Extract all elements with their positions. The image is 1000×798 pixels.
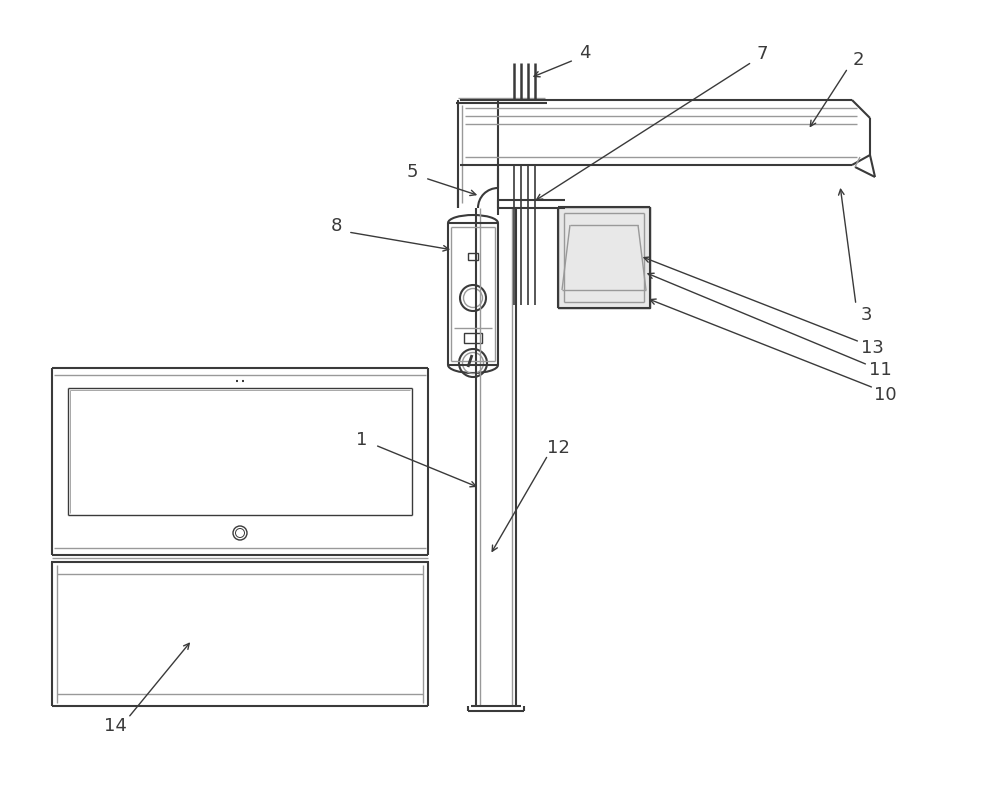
Bar bbox=[558, 207, 650, 308]
Text: 11: 11 bbox=[869, 361, 891, 379]
Text: 5: 5 bbox=[406, 163, 418, 181]
Text: 7: 7 bbox=[756, 45, 768, 63]
Text: 12: 12 bbox=[547, 439, 569, 457]
Text: 10: 10 bbox=[874, 386, 896, 404]
Text: 3: 3 bbox=[860, 306, 872, 324]
Text: 4: 4 bbox=[579, 44, 591, 62]
Bar bbox=[464, 333, 482, 343]
Text: 8: 8 bbox=[330, 217, 342, 235]
Text: 13: 13 bbox=[861, 339, 883, 357]
Text: 1: 1 bbox=[356, 431, 368, 449]
Text: 2: 2 bbox=[852, 51, 864, 69]
Text: 14: 14 bbox=[104, 717, 126, 735]
Bar bbox=[468, 253, 478, 260]
